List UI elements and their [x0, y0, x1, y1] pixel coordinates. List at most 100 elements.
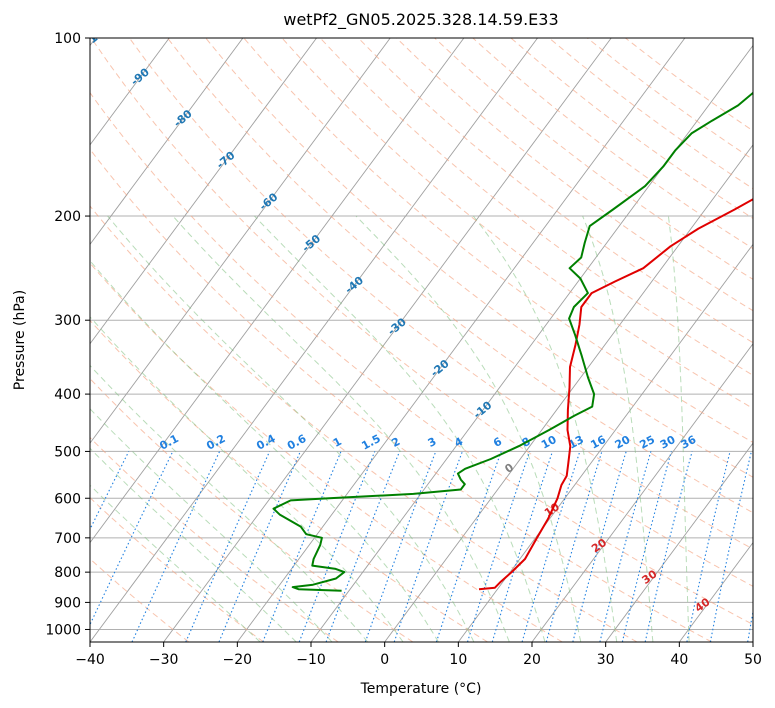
x-axis: −40 −30 −20 −10 0 10 20 30 40 50 — [75, 642, 762, 668]
mixing-ratio-line — [621, 451, 672, 642]
moist-adiabat-line — [90, 316, 404, 642]
moist-adiabat-line — [172, 215, 510, 642]
mixing-ratio-line — [686, 451, 731, 642]
moist-adiabat-label: -10 — [471, 398, 495, 421]
dry-adiabat-line — [90, 205, 638, 642]
chart-title: wetPf2_GN05.2025.328.14.59.E33 — [283, 10, 558, 30]
mixing-ratio-label: 30 — [658, 433, 678, 452]
moist-adiabat-line — [107, 215, 475, 642]
moist-adiabat-label: -70 — [214, 149, 238, 172]
sounding-series — [272, 91, 753, 592]
mixing-ratio-line — [364, 451, 437, 642]
mixing-ratio-label: 13 — [566, 433, 586, 452]
y-tick-label: 1000 — [45, 622, 81, 638]
dry-adiabat-line — [167, 38, 753, 514]
isotherm-line — [384, 144, 753, 642]
x-tick-label: 20 — [523, 652, 541, 668]
mixing-ratio-line — [298, 451, 376, 642]
mixing-ratio-label: 20 — [613, 433, 633, 452]
mixing-ratio-line — [466, 451, 531, 642]
x-tick-label: 30 — [597, 652, 615, 668]
y-tick-label: 700 — [54, 531, 81, 547]
mixing-ratio-line — [185, 451, 271, 642]
mixing-ratio-label: 10 — [539, 433, 559, 452]
dewpoint-line — [272, 91, 753, 592]
mixing-ratio-line — [393, 451, 463, 642]
mixing-ratio-label: 0.1 — [157, 432, 180, 453]
mixing-ratio-label: 0.6 — [285, 432, 309, 453]
moist-adiabat-label: -40 — [342, 274, 366, 297]
x-tick-label: −20 — [223, 652, 253, 668]
mixing-ratio-label: 1.5 — [359, 432, 382, 453]
mixing-ratio-label: 0.4 — [254, 432, 278, 453]
mixing-ratio-line — [572, 451, 627, 642]
y-tick-label: 100 — [54, 31, 81, 47]
x-tick-label: 0 — [380, 652, 389, 668]
x-tick-label: −30 — [149, 652, 179, 668]
mixing-ratio-line — [90, 451, 174, 626]
dry-adiabat-line — [90, 319, 488, 642]
mixing-ratio-line — [90, 451, 130, 531]
moist-adiabat-line — [90, 259, 439, 642]
mixing-ratio-label: 2 — [389, 435, 402, 450]
dry-adiabat-line — [90, 38, 753, 587]
mixing-ratio-line — [644, 451, 693, 642]
dry-adiabat-line — [90, 91, 753, 626]
y-axis: 100 200 300 400 500 600 700 800 900 1000 — [45, 31, 90, 638]
isotherm-line — [752, 641, 753, 642]
moist-adiabat-line — [90, 484, 261, 642]
isotherm-line — [90, 38, 538, 642]
mixing-ratio-label: 6 — [491, 435, 504, 450]
mixing-ratio-label: 25 — [637, 433, 657, 452]
moist-adiabat-label: -50 — [300, 232, 324, 255]
isotherm-line — [90, 38, 317, 345]
mixing-ratio-line — [325, 451, 401, 642]
x-tick-label: 50 — [744, 652, 762, 668]
moist-adiabat-label: -30 — [385, 315, 409, 338]
moist-adiabat-line — [254, 215, 546, 642]
mixing-ratio-line — [545, 451, 603, 642]
mixing-ratio-label: 0.2 — [204, 432, 227, 453]
background-grid — [90, 38, 753, 642]
dry-adiabat-line — [90, 148, 712, 642]
isotherm-line — [90, 38, 391, 444]
isotherm-line — [457, 243, 753, 642]
dry-adiabat-line — [90, 262, 563, 642]
dry-adiabat-line — [434, 38, 753, 280]
mixing-ratio-line — [709, 451, 752, 642]
isotherm-line — [678, 541, 753, 642]
mixing-ratio-line — [747, 608, 753, 642]
dry-adiabat-line — [319, 38, 753, 376]
dry-adiabat-line — [90, 436, 339, 642]
mixing-ratio-label: 3 — [426, 435, 439, 450]
x-tick-label: −10 — [296, 652, 326, 668]
mixing-ratio-line — [218, 451, 301, 642]
x-axis-label: Temperature (°C) — [360, 681, 482, 697]
mixing-ratio-line — [435, 451, 502, 642]
x-tick-label: 10 — [449, 652, 467, 668]
isotherm-line — [310, 44, 753, 642]
isotherm-line — [163, 38, 612, 642]
mixing-ratio-label: 36 — [679, 433, 699, 452]
moist-adiabat-line — [667, 215, 690, 642]
dry-adiabat-line — [90, 497, 264, 642]
x-tick-label: −40 — [75, 652, 105, 668]
moist-adiabat-label: -80 — [171, 107, 195, 130]
moist-adiabat-label: -90 — [128, 65, 152, 88]
plot-frame — [89, 37, 754, 643]
isotherm-line — [90, 38, 465, 544]
y-tick-label: 600 — [54, 491, 81, 507]
dry-adiabat-line — [396, 38, 753, 312]
dry-adiabat-line — [90, 377, 414, 642]
isotherm-line — [90, 38, 170, 146]
y-tick-label: 300 — [54, 313, 81, 329]
isotherm-line — [90, 38, 244, 246]
mixing-ratio-line — [521, 451, 581, 642]
mixing-ratio-line — [491, 451, 554, 642]
moist-adiabat-label: -20 — [428, 357, 452, 380]
moist-adiabat-line — [582, 215, 654, 642]
x-tick-label: 40 — [670, 652, 688, 668]
y-tick-label: 200 — [54, 209, 81, 225]
mixing-ratio-line — [131, 451, 221, 642]
